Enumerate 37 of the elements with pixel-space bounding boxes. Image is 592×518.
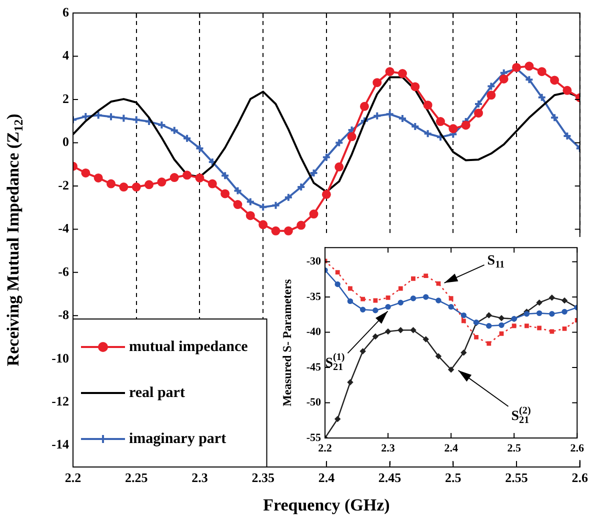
y-tick-label: -55: [306, 432, 322, 444]
x-tick-label: 2.5: [445, 470, 462, 486]
y-axis-title: Measured S- Parameters: [280, 278, 294, 406]
legend-label: real part: [129, 384, 185, 401]
x-tick-label: 2.5: [507, 442, 522, 454]
y-tick-label: -50: [306, 396, 322, 409]
y-tick-label: -35: [306, 290, 322, 303]
x-tick-label: 2.3: [192, 470, 208, 486]
x-tick-label: 2.2: [318, 442, 332, 454]
x-tick-label: 2.25: [124, 470, 148, 486]
y-axis-title: Receiving Mutual Impedance (Z12): [3, 114, 26, 366]
x-tick-label: 2.35: [252, 470, 275, 486]
x-tick-label: 2.2: [64, 470, 82, 486]
x-tick-label: 2.4: [318, 470, 336, 486]
y-tick-label: -40: [306, 326, 322, 338]
y-tick-label: -14: [52, 436, 70, 452]
x-tick-label: 2.3: [381, 442, 396, 454]
x-tick-label: 2.6: [570, 442, 584, 454]
legend-label: imaginary part: [129, 430, 226, 447]
x-tick-label: 2.45: [378, 470, 402, 486]
y-tick-label: -12: [52, 394, 69, 408]
y-tick-label: -45: [306, 361, 322, 374]
y-tick-label: -8: [58, 307, 70, 322]
y-tick-label: 4: [62, 48, 70, 63]
y-tick-label: -10: [52, 350, 69, 366]
y-tick-label: -6: [58, 264, 70, 279]
y-tick-label: -30: [306, 256, 322, 268]
y-tick-label: 2: [62, 90, 69, 106]
y-tick-label: -4: [58, 220, 70, 236]
x-tick-label: 2.4: [444, 442, 458, 454]
y-tick-label: 0: [62, 134, 69, 150]
x-axis-title: Frequency (GHz): [263, 495, 390, 514]
y-tick-label: -2: [58, 177, 69, 192]
x-tick-label: 2.6: [572, 470, 588, 486]
x-tick-label: 2.55: [505, 470, 528, 486]
y-tick-label: 6: [62, 4, 70, 20]
legend-label: mutual impedance: [129, 338, 248, 355]
